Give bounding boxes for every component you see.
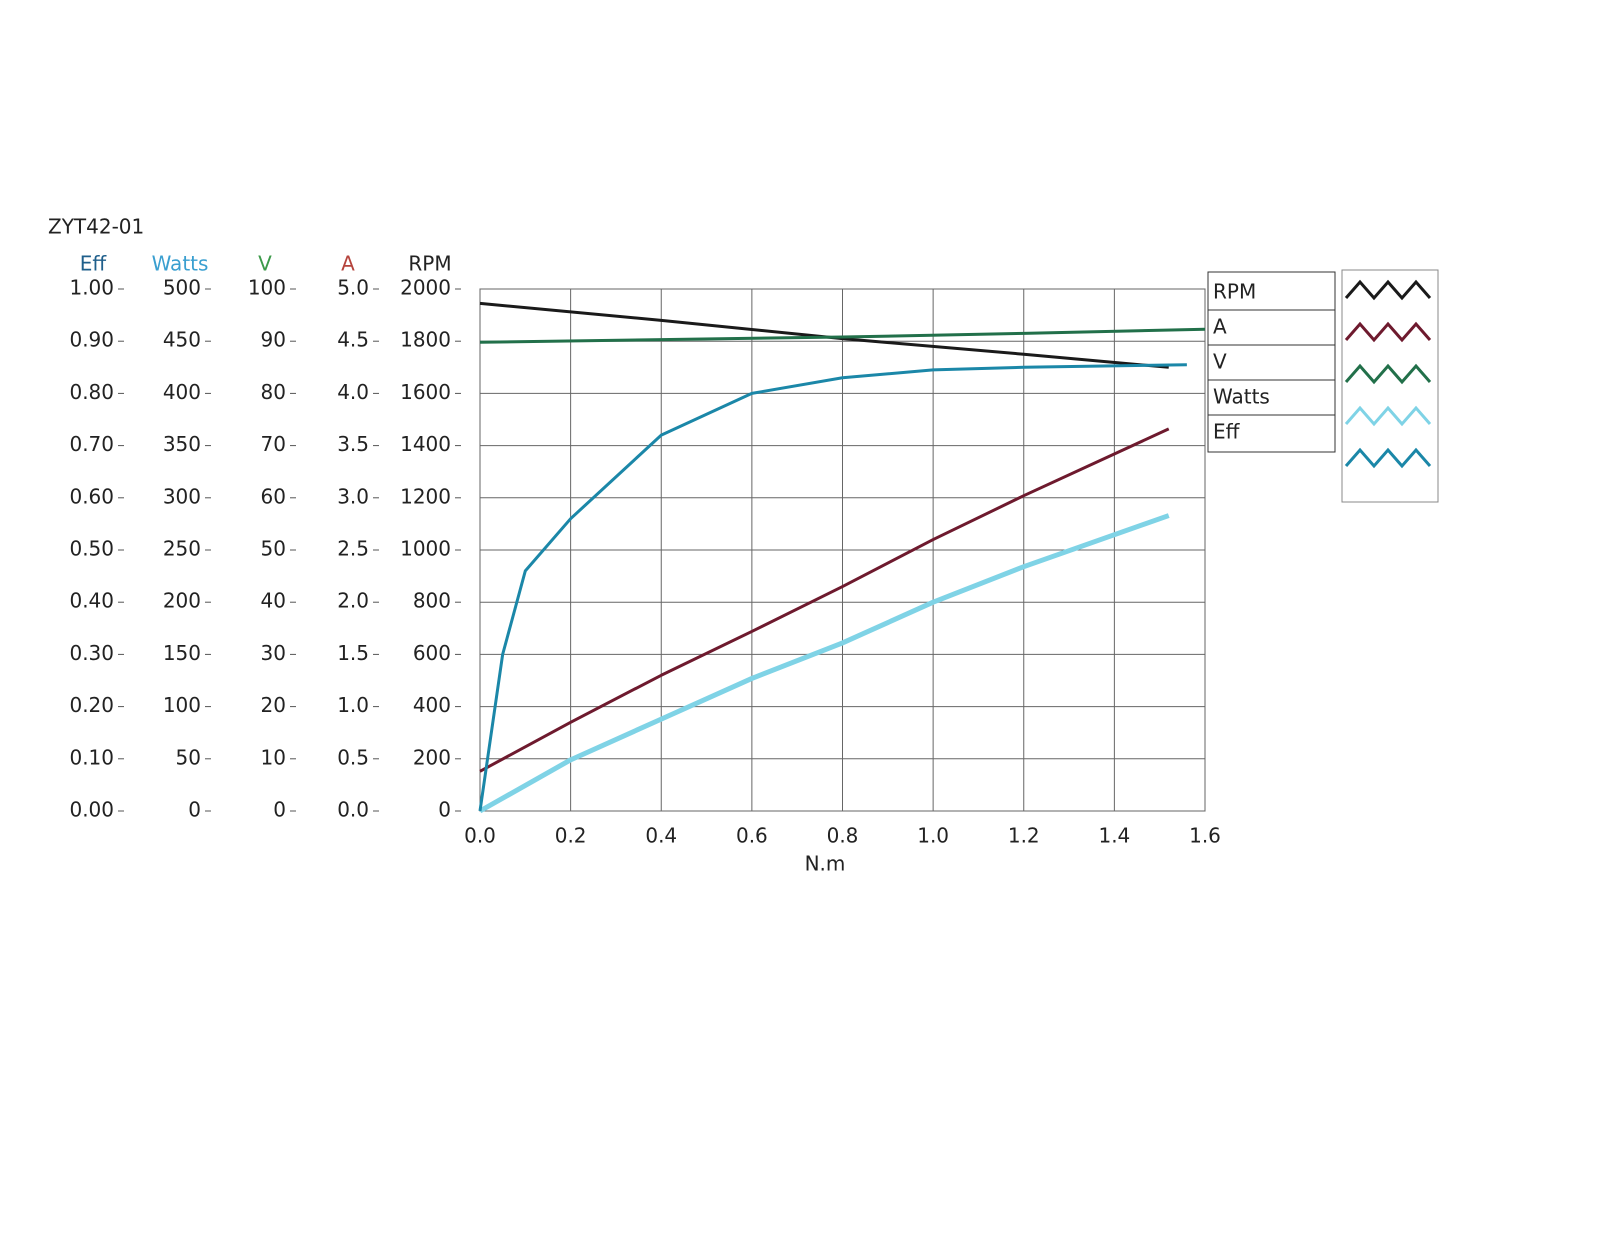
y-tick-label: 1600 [400, 380, 451, 404]
legend-sample-box [1341, 269, 1439, 503]
x-tick-label: 0.0 [464, 824, 496, 848]
y-tick-label: 1800 [400, 328, 451, 352]
y-tick-label: 500 [163, 276, 201, 300]
axis-name: Eff [80, 252, 108, 276]
axis-name: RPM [408, 252, 451, 276]
y-tick-label: 1.0 [337, 693, 369, 717]
y-tick-label: 0.80 [69, 380, 114, 404]
y-tick-label: 150 [163, 641, 201, 665]
y-tick-label: 2.5 [337, 537, 369, 561]
y-tick-label: 0.5 [337, 745, 369, 769]
y-tick-label: 1000 [400, 537, 451, 561]
legend-label: Watts [1213, 385, 1270, 409]
y-tick-label: 0 [188, 798, 201, 822]
y-tick-label: 0.10 [69, 745, 114, 769]
y-tick-label: 450 [163, 328, 201, 352]
legend-swatch [1344, 363, 1432, 385]
legend-label: Eff [1213, 420, 1241, 444]
legend-swatch [1344, 321, 1432, 343]
y-tick-label: 400 [413, 693, 451, 717]
y-tick-label: 4.5 [337, 328, 369, 352]
y-tick-label: 250 [163, 537, 201, 561]
y-tick-label: 0.50 [69, 537, 114, 561]
series-line [479, 301, 1169, 369]
y-tick-label: 4.0 [337, 380, 369, 404]
y-tick-label: 100 [163, 693, 201, 717]
y-tick-label: 800 [413, 589, 451, 613]
y-tick-label: 0.60 [69, 484, 114, 508]
y-tick-label: 90 [261, 328, 286, 352]
x-axis-label: N.m [805, 852, 846, 876]
y-tick-label: 40 [261, 589, 286, 613]
y-tick-label: 0.00 [69, 798, 114, 822]
chart-title: ZYT42-01 [48, 215, 144, 239]
y-tick-label: 200 [163, 589, 201, 613]
y-tick-label: 0.40 [69, 589, 114, 613]
y-tick-label: 600 [413, 641, 451, 665]
legend-swatch [1344, 405, 1432, 427]
axis-name: Watts [152, 252, 209, 276]
y-tick-label: 200 [413, 745, 451, 769]
y-tick-label: 0.90 [69, 328, 114, 352]
y-tick-label: 0.30 [69, 641, 114, 665]
y-tick-label: 1400 [400, 432, 451, 456]
legend-swatch [1344, 279, 1432, 301]
legend-label: RPM [1213, 280, 1256, 304]
y-tick-label: 300 [163, 484, 201, 508]
y-tick-label: 350 [163, 432, 201, 456]
x-tick-label: 0.2 [555, 824, 587, 848]
y-tick-label: 100 [248, 276, 286, 300]
y-tick-label: 10 [261, 745, 286, 769]
x-tick-label: 1.6 [1189, 824, 1221, 848]
y-tick-label: 0.20 [69, 693, 114, 717]
axis-name: A [341, 252, 355, 276]
y-tick-label: 1.5 [337, 641, 369, 665]
y-tick-label: 2.0 [337, 589, 369, 613]
series-line [479, 327, 1206, 344]
axis-name: V [258, 252, 272, 276]
legend-label: A [1213, 315, 1227, 339]
x-tick-label: 0.6 [736, 824, 768, 848]
y-tick-label: 400 [163, 380, 201, 404]
x-tick-label: 0.8 [827, 824, 859, 848]
y-tick-label: 1.00 [69, 276, 114, 300]
legend-box [1207, 271, 1336, 453]
y-tick-label: 2000 [400, 276, 451, 300]
series-line [478, 363, 1187, 812]
y-tick-label: 50 [261, 537, 286, 561]
y-tick-label: 80 [261, 380, 286, 404]
y-tick-label: 0.70 [69, 432, 114, 456]
y-tick-label: 3.0 [337, 484, 369, 508]
legend-swatch [1344, 447, 1432, 469]
y-tick-label: 60 [261, 484, 286, 508]
x-tick-label: 1.4 [1098, 824, 1130, 848]
series-line [478, 513, 1170, 814]
y-tick-label: 3.5 [337, 432, 369, 456]
y-tick-label: 5.0 [337, 276, 369, 300]
legend-label: V [1213, 350, 1227, 374]
y-tick-label: 0 [438, 798, 451, 822]
y-tick-label: 50 [176, 745, 201, 769]
x-tick-label: 0.4 [645, 824, 677, 848]
y-tick-label: 0.0 [337, 798, 369, 822]
y-tick-label: 1200 [400, 484, 451, 508]
x-tick-label: 1.2 [1008, 824, 1040, 848]
y-tick-label: 30 [261, 641, 286, 665]
series-line [479, 427, 1170, 773]
y-tick-label: 20 [261, 693, 286, 717]
y-tick-label: 70 [261, 432, 286, 456]
y-tick-label: 0 [273, 798, 286, 822]
x-tick-label: 1.0 [917, 824, 949, 848]
